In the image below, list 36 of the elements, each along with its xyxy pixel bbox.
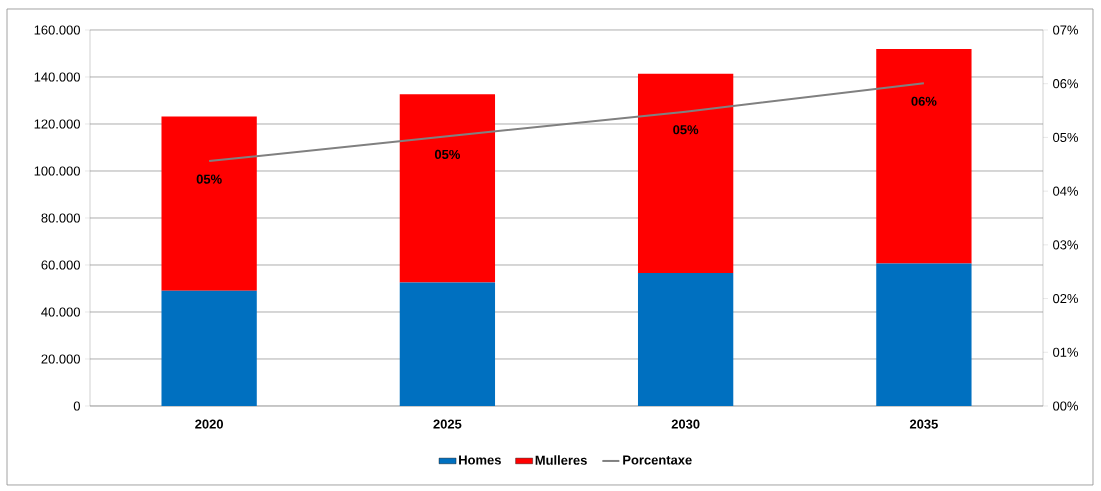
bar [399,282,496,406]
y-tick-label: 80.000 [41,213,80,223]
x-tick-label: 2020 [195,419,223,429]
y2-tick-label: 07% [1053,25,1078,35]
y2-tick-label: 03% [1053,240,1078,250]
bar [161,290,257,406]
legend-label: Mulleres [535,455,587,465]
bar [637,272,734,406]
y2-tick-label: 06% [1053,79,1078,89]
bar [161,116,257,291]
y-tick-label: 100.000 [34,166,80,176]
y2-tick-label: 01% [1053,347,1078,357]
y2-tick-label: 05% [1053,132,1078,142]
x-tick-label: 2035 [909,419,938,429]
x-tick-label: 2025 [433,419,462,429]
data-label: 05% [196,174,222,184]
y-tick-label: 60.000 [41,260,80,270]
bar [637,73,734,273]
legend-label: Porcentaxe [623,455,692,465]
bar [399,94,496,283]
y2-tick-label: 04% [1053,186,1078,196]
x-tick-label: 2030 [671,419,700,429]
y2-tick-label: 02% [1053,293,1078,304]
bar [876,263,972,406]
data-label: 06% [911,96,937,106]
legend-label: Homes [459,455,501,465]
data-label: 05% [673,125,699,135]
y-tick-label: 120.000 [34,119,80,129]
bar [876,49,972,264]
y-tick-label: 20.000 [41,354,80,364]
data-label: 05% [434,149,460,160]
y-tick-label: 40.000 [41,307,80,317]
y-tick-label: 140.000 [34,72,80,82]
y-tick-label: 0 [73,401,80,411]
y-tick-label: 160.000 [34,25,80,35]
y2-tick-label: 00% [1053,401,1078,411]
